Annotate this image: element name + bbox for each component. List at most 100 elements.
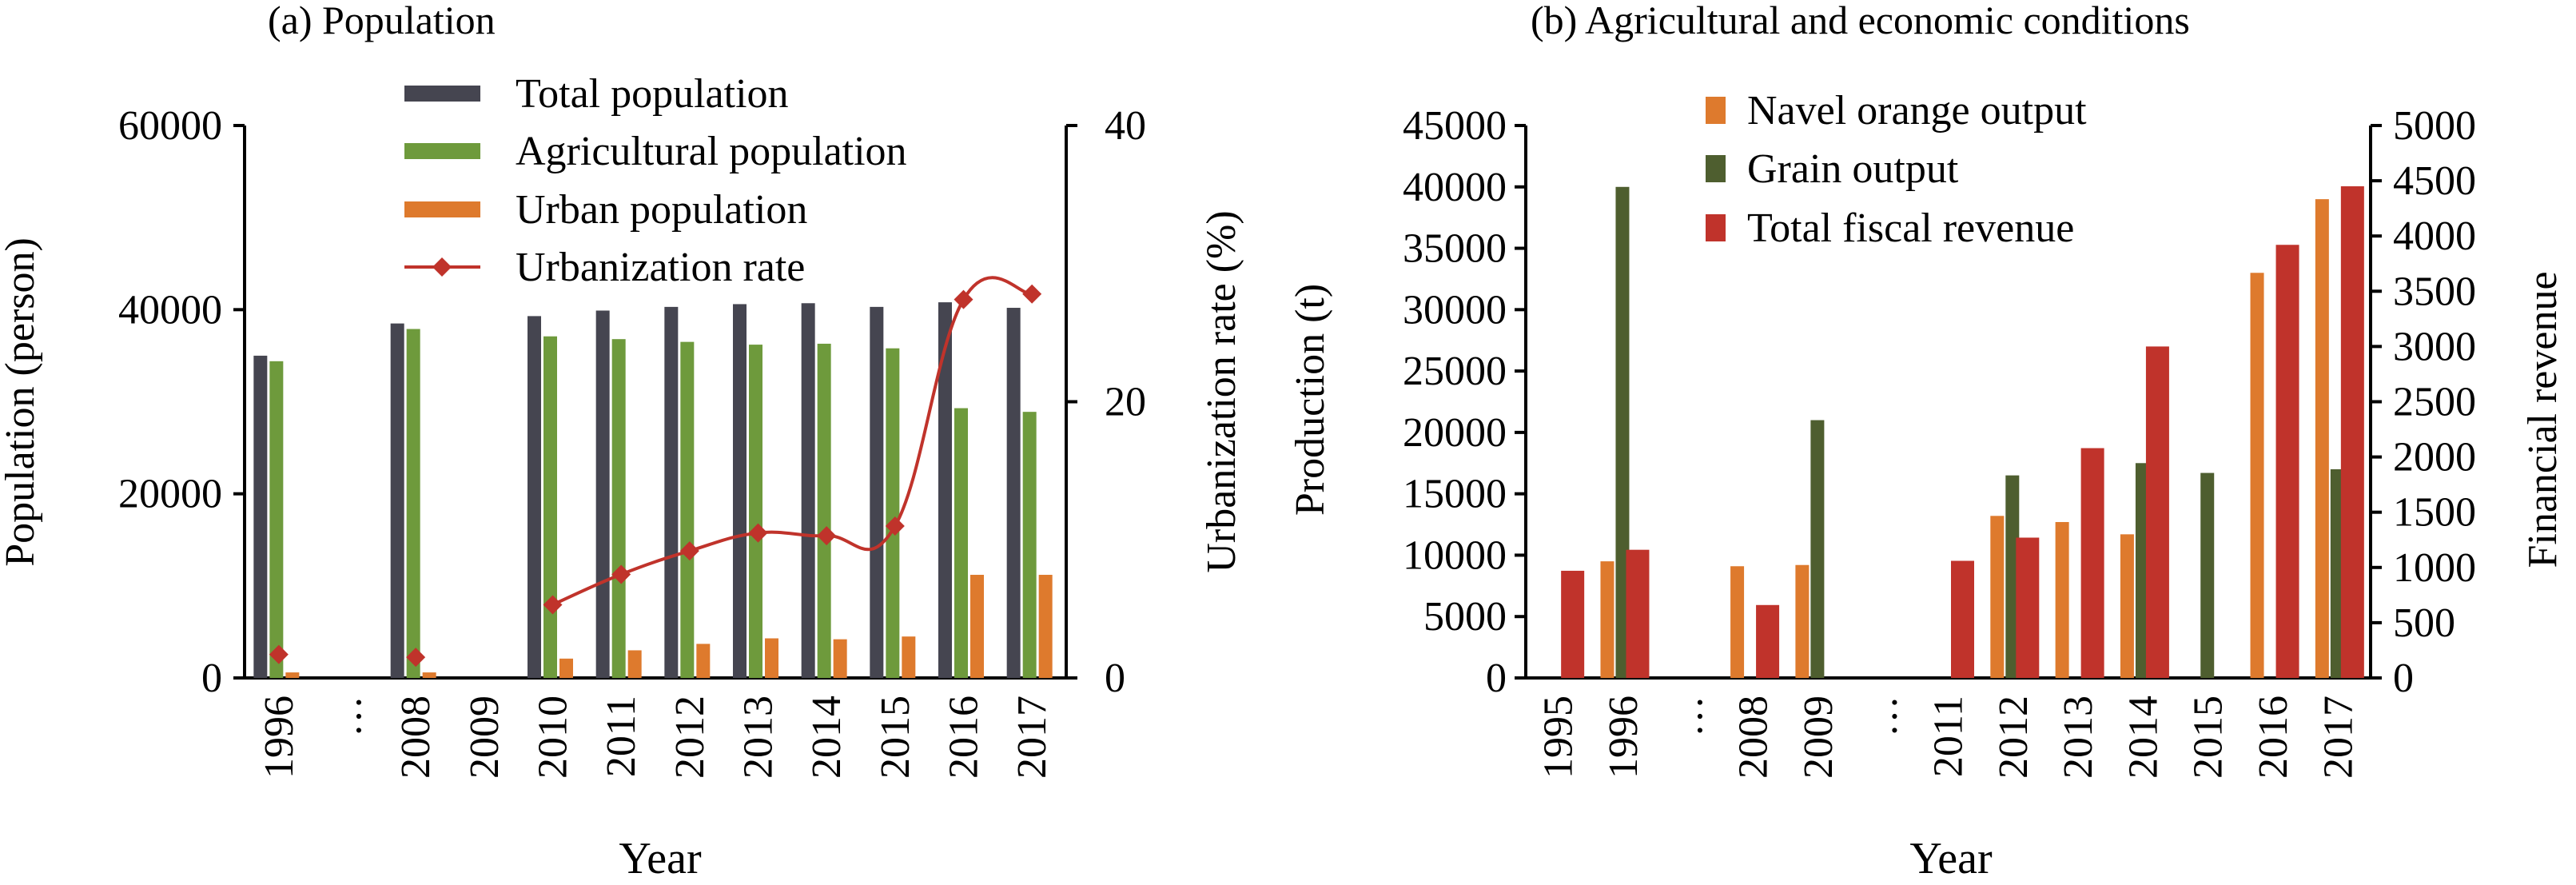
chart-a-bar-agricultural-population [543, 336, 557, 678]
chart-b-xtick-label: 2015 [2186, 696, 2232, 779]
chart-a-xtick-label: 2008 [393, 696, 439, 779]
chart-a-legend-label: Total population [516, 71, 789, 117]
chart-a-bar-total-population [733, 304, 747, 678]
chart-b-ytick-label: 0 [1486, 656, 1507, 701]
chart-a-urbanization-point [954, 289, 973, 309]
chart-b-y2tick-label: 2500 [2393, 380, 2476, 425]
chart-b-legend-swatch [1706, 155, 1726, 182]
chart-b-xtick-label: 2013 [2056, 696, 2101, 779]
chart-b-xtick-label: 2009 [1796, 696, 1841, 779]
chart-b-bar-total-fiscal-revenue [1626, 549, 1650, 678]
chart-a-bar-total-population [253, 355, 268, 678]
chart-a-bar-urban-population [627, 650, 642, 678]
chart-a-x-tick-labels: 1996 … 2008 2009 2010 2011 2012 2013 2014 2015 201… [257, 696, 1055, 779]
chart-b-bar-total-fiscal-revenue [2275, 245, 2299, 679]
chart-b-bar-total-fiscal-revenue [1756, 604, 1780, 678]
chart-a-bar-total-population [938, 302, 952, 678]
chart-a-bar-agricultural-population [611, 339, 626, 678]
chart-b-bar-total-fiscal-revenue [2340, 186, 2364, 678]
chart-a-urbanization-point [543, 595, 563, 615]
chart-a-bar-urban-population [833, 639, 847, 678]
chart-b-y2tick-label: 0 [2393, 656, 2414, 701]
chart-a-xtick-label: 2014 [804, 696, 850, 779]
chart-a-y2label: Urbanization rate (%) [1199, 210, 1244, 572]
chart-b-bar-navel-orange-output [1600, 561, 1614, 678]
chart-a-bar-urban-population [902, 636, 916, 678]
chart-b-y2tick-label: 1000 [2393, 545, 2476, 591]
chart-b-ytick-label: 45000 [1403, 103, 1507, 149]
chart-b-bar-grain-output [1615, 186, 1630, 678]
chart-b-bar-grain-output [2200, 472, 2215, 678]
chart-a-bar-agricultural-population [680, 341, 695, 678]
chart-b-y2tick-label: 3000 [2393, 324, 2476, 369]
chart-b-xtick-label: 2017 [2315, 696, 2361, 779]
chart-b-bar-total-fiscal-revenue [1951, 560, 1974, 678]
chart-a-ytick-label: 20000 [118, 472, 222, 517]
chart-a-bar-agricultural-population [1022, 412, 1037, 678]
chart-a-bars [253, 302, 1053, 678]
chart-b-legend-swatch [1706, 214, 1726, 241]
chart-a-ytick-label: 0 [201, 656, 222, 701]
chart-b-y2tick-label: 2000 [2393, 435, 2476, 480]
chart-a-bar-total-population [390, 323, 404, 678]
chart-a-urbanization-point [885, 516, 905, 536]
chart-b-left-ticks: 0 5000 10000 15000 20000 25000 30000 35000 40000… [1403, 103, 1526, 701]
chart-b-y2tick-label: 1500 [2393, 490, 2476, 536]
chart-a-xtick-label: 1996 [257, 696, 302, 779]
chart-a-bar-urban-population [285, 672, 300, 678]
chart-b-ytick-label: 25000 [1403, 349, 1507, 394]
chart-a-y2tick-label: 40 [1105, 103, 1146, 149]
chart-b-bar-grain-output [2005, 475, 2020, 678]
chart-a-bar-urban-population [696, 644, 711, 678]
chart-a-xtick-label: 2011 [599, 696, 644, 777]
chart-a-bar-urban-population [422, 672, 436, 678]
chart-a-bar-agricultural-population [817, 343, 831, 678]
chart-b-x-tick-labels: 1995 1996 … 2008 2009 … 2011 2012 2013 2014 2015 20… [1536, 696, 2362, 779]
chart-b-legend-label: Navel orange output [1747, 88, 2087, 134]
chart-b-bar-grain-output [1810, 420, 1825, 678]
chart-a-title: (a) Population [268, 0, 496, 42]
chart-a-bar-total-population [595, 310, 610, 678]
chart-a-xtick-label: 2017 [1009, 696, 1055, 779]
chart-a-urbanization-point [1022, 284, 1042, 304]
chart-b-legend-label: Grain output [1747, 146, 1959, 192]
chart-b-legend-swatch [1706, 97, 1726, 124]
chart-b-y2tick-label: 4000 [2393, 213, 2476, 259]
chart-b-ytick-label: 40000 [1403, 165, 1507, 210]
chart-b-bar-navel-orange-output [2055, 521, 2069, 678]
chart-b-xlabel: Year [1909, 834, 1993, 881]
chart-b-bar-navel-orange-output [2250, 273, 2264, 678]
chart-a-urbanization-point [406, 648, 426, 668]
chart-b-xtick-label: 1995 [1536, 696, 1582, 779]
chart-a-bar-urban-population [970, 575, 984, 678]
chart-a-left-ticks: 0 20000 40000 60000 [118, 103, 245, 701]
chart-b-y2tick-label: 3500 [2393, 269, 2476, 314]
chart-a-legend-label: Agricultural population [516, 129, 907, 174]
chart-a-legend-swatch [404, 143, 480, 159]
chart-b-bar-navel-orange-output [1795, 564, 1810, 678]
chart-a-bar-total-population [1006, 308, 1021, 678]
chart-a-bar-agricultural-population [749, 345, 762, 678]
chart-a-urbanization-point [611, 564, 631, 584]
chart-a-bar-total-population [801, 303, 815, 678]
chart-a-urbanization-point [817, 526, 837, 546]
chart-a-line-series [269, 276, 1042, 668]
chart-a-xlabel: Year [619, 834, 702, 881]
chart-a-bar-urban-population [559, 658, 573, 678]
chart-b-xtick-label: 2011 [1926, 696, 1972, 777]
chart-a-urbanization-point [679, 541, 699, 561]
chart-b-bars [1561, 186, 2364, 679]
chart-a-ytick-label: 60000 [118, 103, 222, 149]
chart-b-right-ticks: 0 500 1000 1500 2000 2500 3000 3500 4000 4500 5000 [2371, 103, 2476, 701]
chart-b-xtick-label: … [1861, 696, 1906, 737]
chart-b-ylabel: Production (t) [1288, 284, 1333, 516]
chart-b-bar-navel-orange-output [2315, 199, 2329, 679]
chart-b-bar-navel-orange-output [2120, 534, 2134, 678]
chart-a-bar-agricultural-population [406, 329, 420, 678]
chart-a-bar-total-population [528, 316, 541, 678]
chart-a-bar-total-population [870, 306, 884, 678]
chart-a-y2tick-label: 0 [1105, 656, 1125, 701]
chart-b-bar-total-fiscal-revenue [2080, 448, 2104, 678]
